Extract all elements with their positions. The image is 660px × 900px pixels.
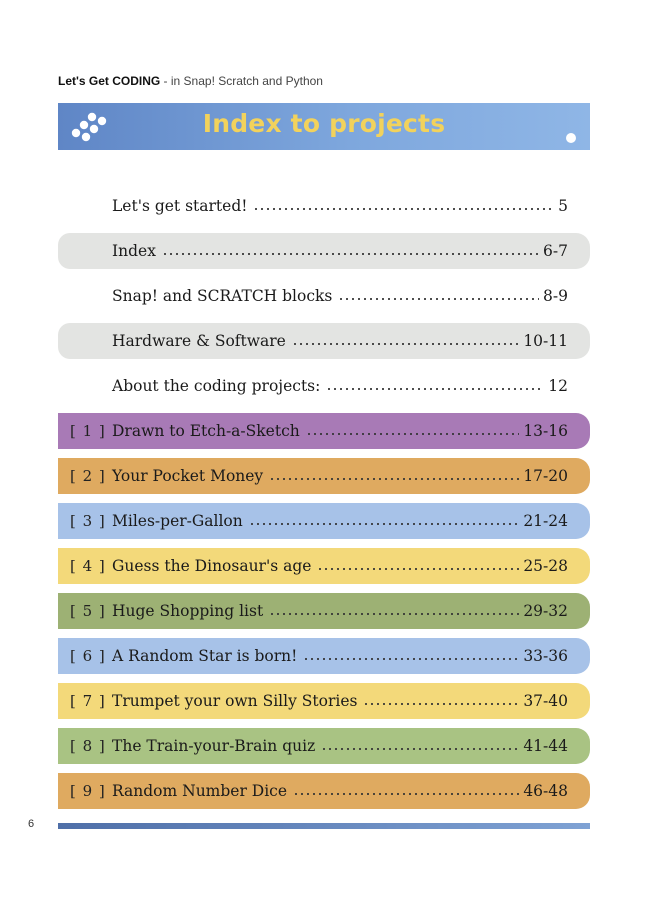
project-number: [ 7 ] [70, 692, 106, 710]
dot-leader [338, 298, 540, 300]
entry-title: Huge Shopping list [112, 602, 264, 620]
entry-line: Miles-per-Gallon 21-24 [112, 503, 568, 539]
entry-pages: 21-24 [523, 512, 568, 530]
entry-title: Your Pocket Money [112, 467, 264, 485]
entry-title: Guess the Dinosaur's age [112, 557, 312, 575]
index-entry: About the coding projects: 12 [58, 368, 590, 404]
dot-leader [269, 478, 520, 480]
running-head: Let's Get CODING - in Snap! Scratch and … [58, 74, 323, 88]
entry-title: Miles-per-Gallon [112, 512, 243, 530]
project-number: [ 8 ] [70, 737, 106, 755]
entry-line: Let's get started! 5 [112, 188, 568, 224]
entry-line: Index 6-7 [112, 233, 568, 269]
entry-title: The Train-your-Brain quiz [112, 737, 316, 755]
index-entry: [ 3 ] Miles-per-Gallon 21-24 [58, 503, 590, 539]
entry-pages: 29-32 [523, 602, 568, 620]
entry-pages: 8-9 [543, 287, 568, 305]
entry-pages: 10-11 [523, 332, 568, 350]
entry-pages: 37-40 [523, 692, 568, 710]
entry-pages: 17-20 [523, 467, 568, 485]
project-number: [ 9 ] [70, 782, 106, 800]
entry-title: Snap! and SCRATCH blocks [112, 287, 333, 305]
entry-pages: 12 [548, 377, 568, 395]
entry-title: Random Number Dice [112, 782, 288, 800]
entry-line: Trumpet your own Silly Stories 37-40 [112, 683, 568, 719]
dot-leader [253, 208, 555, 210]
project-number: [ 5 ] [70, 602, 106, 620]
entry-pages: 41-44 [523, 737, 568, 755]
dots-icon [71, 112, 107, 142]
book-title: Let's Get CODING [58, 74, 161, 88]
entry-pages: 46-48 [523, 782, 568, 800]
index-entry: Index 6-7 [58, 233, 590, 269]
page-title: Index to projects [202, 109, 446, 138]
entry-title: About the coding projects: [112, 377, 321, 395]
entry-pages: 5 [558, 197, 568, 215]
entry-line: Your Pocket Money 17-20 [112, 458, 568, 494]
entry-title: Let's get started! [112, 197, 248, 215]
dot-leader [248, 523, 520, 525]
dot-leader [161, 253, 540, 255]
index-entry: [ 6 ] A Random Star is born! 33-36 [58, 638, 590, 674]
project-number: [ 3 ] [70, 512, 106, 530]
entry-pages: 13-16 [523, 422, 568, 440]
project-number: [ 1 ] [70, 422, 106, 440]
entry-title: Index [112, 242, 156, 260]
index-entry: [ 2 ] Your Pocket Money 17-20 [58, 458, 590, 494]
entry-line: Guess the Dinosaur's age 25-28 [112, 548, 568, 584]
dot-leader [363, 703, 520, 705]
dot-leader [269, 613, 520, 615]
index-entry: Snap! and SCRATCH blocks 8-9 [58, 278, 590, 314]
dot-leader [293, 793, 520, 795]
dot-icon [566, 133, 576, 143]
entry-line: Huge Shopping list 29-32 [112, 593, 568, 629]
index-entry: Hardware & Software 10-11 [58, 323, 590, 359]
page-number: 6 [28, 818, 35, 830]
entry-title: Drawn to Etch-a-Sketch [112, 422, 300, 440]
index-entry: [ 5 ] Huge Shopping list 29-32 [58, 593, 590, 629]
index-entry: [ 7 ] Trumpet your own Silly Stories 37-40 [58, 683, 590, 719]
entry-line: The Train-your-Brain quiz 41-44 [112, 728, 568, 764]
dot-leader [326, 388, 545, 390]
entry-line: Random Number Dice 46-48 [112, 773, 568, 809]
entry-line: Drawn to Etch-a-Sketch 13-16 [112, 413, 568, 449]
dot-leader [303, 658, 520, 660]
entry-pages: 33-36 [523, 647, 568, 665]
index-entry: Let's get started! 5 [58, 188, 590, 224]
entry-pages: 25-28 [523, 557, 568, 575]
project-number: [ 6 ] [70, 647, 106, 665]
entry-line: Hardware & Software 10-11 [112, 323, 568, 359]
entry-line: Snap! and SCRATCH blocks 8-9 [112, 278, 568, 314]
title-banner: Index to projects [58, 103, 590, 150]
footer-bar [58, 823, 590, 829]
entry-title: A Random Star is born! [112, 647, 298, 665]
index-entry: [ 8 ] The Train-your-Brain quiz 41-44 [58, 728, 590, 764]
index-entry: [ 9 ] Random Number Dice 46-48 [58, 773, 590, 809]
dot-leader [305, 433, 520, 435]
book-subtitle: - in Snap! Scratch and Python [160, 74, 323, 88]
dot-leader [291, 343, 520, 345]
entry-line: A Random Star is born! 33-36 [112, 638, 568, 674]
index-entry: [ 4 ] Guess the Dinosaur's age 25-28 [58, 548, 590, 584]
entry-line: About the coding projects: 12 [112, 368, 568, 404]
project-number: [ 4 ] [70, 557, 106, 575]
entry-title: Hardware & Software [112, 332, 286, 350]
index-entry: [ 1 ] Drawn to Etch-a-Sketch 13-16 [58, 413, 590, 449]
entry-pages: 6-7 [543, 242, 568, 260]
project-number: [ 2 ] [70, 467, 106, 485]
dot-leader [317, 568, 520, 570]
entry-title: Trumpet your own Silly Stories [112, 692, 358, 710]
dot-leader [321, 748, 520, 750]
